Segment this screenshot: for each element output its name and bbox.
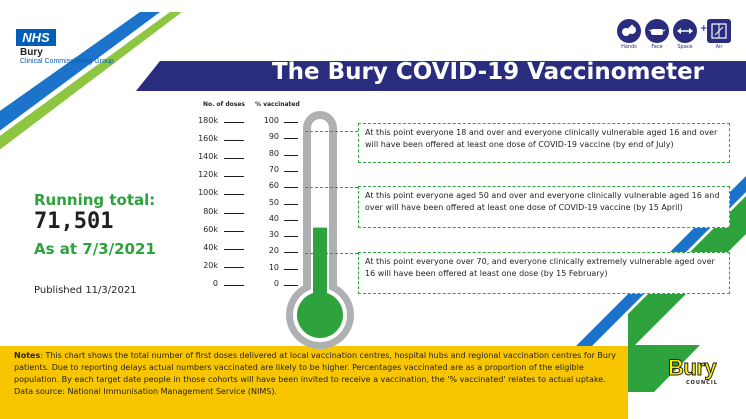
- hint-plus: +: [700, 24, 708, 34]
- callout-by-15-april: At this point everyone aged 50 and over …: [358, 186, 730, 228]
- doses-tick-line: [224, 140, 244, 142]
- callout-connector-2: [305, 187, 358, 188]
- doses-tick-label: 100k: [198, 188, 218, 198]
- doses-tick-label: 20k: [203, 260, 218, 270]
- nhs-logo: NHS: [16, 29, 56, 46]
- published-date: Published 11/3/2021: [34, 285, 137, 296]
- callout-connector-3: [305, 253, 358, 254]
- percent-column-header: % vaccinated: [255, 101, 300, 108]
- running-total-label: Running total:: [34, 191, 156, 209]
- percent-tick-label: 0: [273, 279, 279, 288]
- percent-tick-label: 50: [268, 197, 279, 207]
- running-total-value: 71,501: [34, 209, 114, 234]
- callout-by-15-february: At this point everyone over 70, and ever…: [358, 252, 730, 294]
- percent-tick-line: [284, 122, 298, 123]
- doses-tick-line: [224, 122, 244, 123]
- percent-tick-label: 70: [268, 164, 279, 174]
- percent-tick-line: [284, 203, 298, 205]
- percent-tick-line: [284, 236, 298, 238]
- doses-tick-label: 120k: [198, 170, 218, 180]
- space-icon: [673, 19, 697, 43]
- face-icon: [645, 19, 669, 43]
- percent-tick-label: 90: [268, 132, 279, 142]
- doses-tick-line: [224, 266, 244, 268]
- notes-text: Notes: This chart shows the total number…: [14, 350, 624, 398]
- doses-tick-line: [224, 158, 244, 160]
- hint-label-air: Air: [715, 44, 723, 50]
- doses-tick-label: 60k: [203, 224, 218, 234]
- org-name: Bury: [20, 47, 43, 58]
- doses-tick-line: [224, 285, 244, 286]
- percent-tick-label: 30: [268, 230, 279, 240]
- doses-tick-label: 0: [212, 279, 218, 288]
- top-left-blue-stripe: [0, 12, 160, 131]
- doses-tick-label: 140k: [198, 152, 218, 162]
- hands-icon: [617, 19, 641, 43]
- percent-tick-line: [284, 154, 298, 156]
- hint-label-face: Face: [651, 44, 663, 50]
- percent-tick-line: [284, 138, 298, 140]
- org-subtitle: Clinical Commissioning Group: [20, 58, 114, 65]
- notes-band: [0, 346, 628, 419]
- percent-tick-label: 10: [268, 262, 279, 272]
- percent-tick-line: [284, 252, 298, 254]
- doses-tick-line: [224, 248, 244, 250]
- top-left-green-stripe: [0, 12, 182, 150]
- hint-label-space: Space: [677, 44, 693, 50]
- thermometer-fill: [313, 227, 327, 315]
- doses-tick-line: [224, 194, 244, 196]
- notes-label: Notes: [14, 351, 41, 360]
- doses-column-header: No. of doses: [203, 101, 245, 108]
- percent-tick-line: [284, 268, 298, 270]
- doses-tick-label: 80k: [203, 206, 218, 216]
- doses-tick-label: 40k: [203, 242, 218, 252]
- hint-label-hands: Hands: [621, 44, 637, 50]
- percent-tick-label: 80: [268, 148, 279, 158]
- bottom-right-green-stripe-lower: [628, 345, 700, 392]
- percent-tick-label: 20: [268, 246, 279, 256]
- doses-tick-label: 180k: [198, 116, 218, 125]
- doses-tick-line: [224, 176, 244, 178]
- callout-by-end-of-july: At this point everyone 18 and over and e…: [358, 123, 730, 163]
- percent-tick-label: 100: [263, 116, 279, 125]
- thermometer: [286, 111, 354, 349]
- percent-tick-line: [284, 170, 298, 172]
- doses-tick-line: [224, 230, 244, 232]
- bury-council-sub: COUNCIL: [686, 380, 718, 386]
- percent-tick-label: 60: [268, 181, 279, 191]
- doses-tick-line: [224, 212, 244, 214]
- air-icon: [707, 19, 731, 43]
- bury-council-logo: Bury: [667, 355, 717, 381]
- page-title: The Bury COVID-19 Vaccinometer: [271, 59, 705, 85]
- title-banner: [136, 61, 746, 91]
- percent-tick-label: 40: [268, 213, 279, 223]
- doses-tick-label: 160k: [198, 134, 218, 144]
- callout-connector-1: [305, 131, 358, 132]
- percent-tick-line: [284, 187, 298, 189]
- percent-tick-line: [284, 219, 298, 221]
- percent-tick-line: [284, 285, 298, 286]
- notes-body: : This chart shows the total number of f…: [14, 351, 616, 396]
- as-at-date: As at 7/3/2021: [34, 240, 156, 258]
